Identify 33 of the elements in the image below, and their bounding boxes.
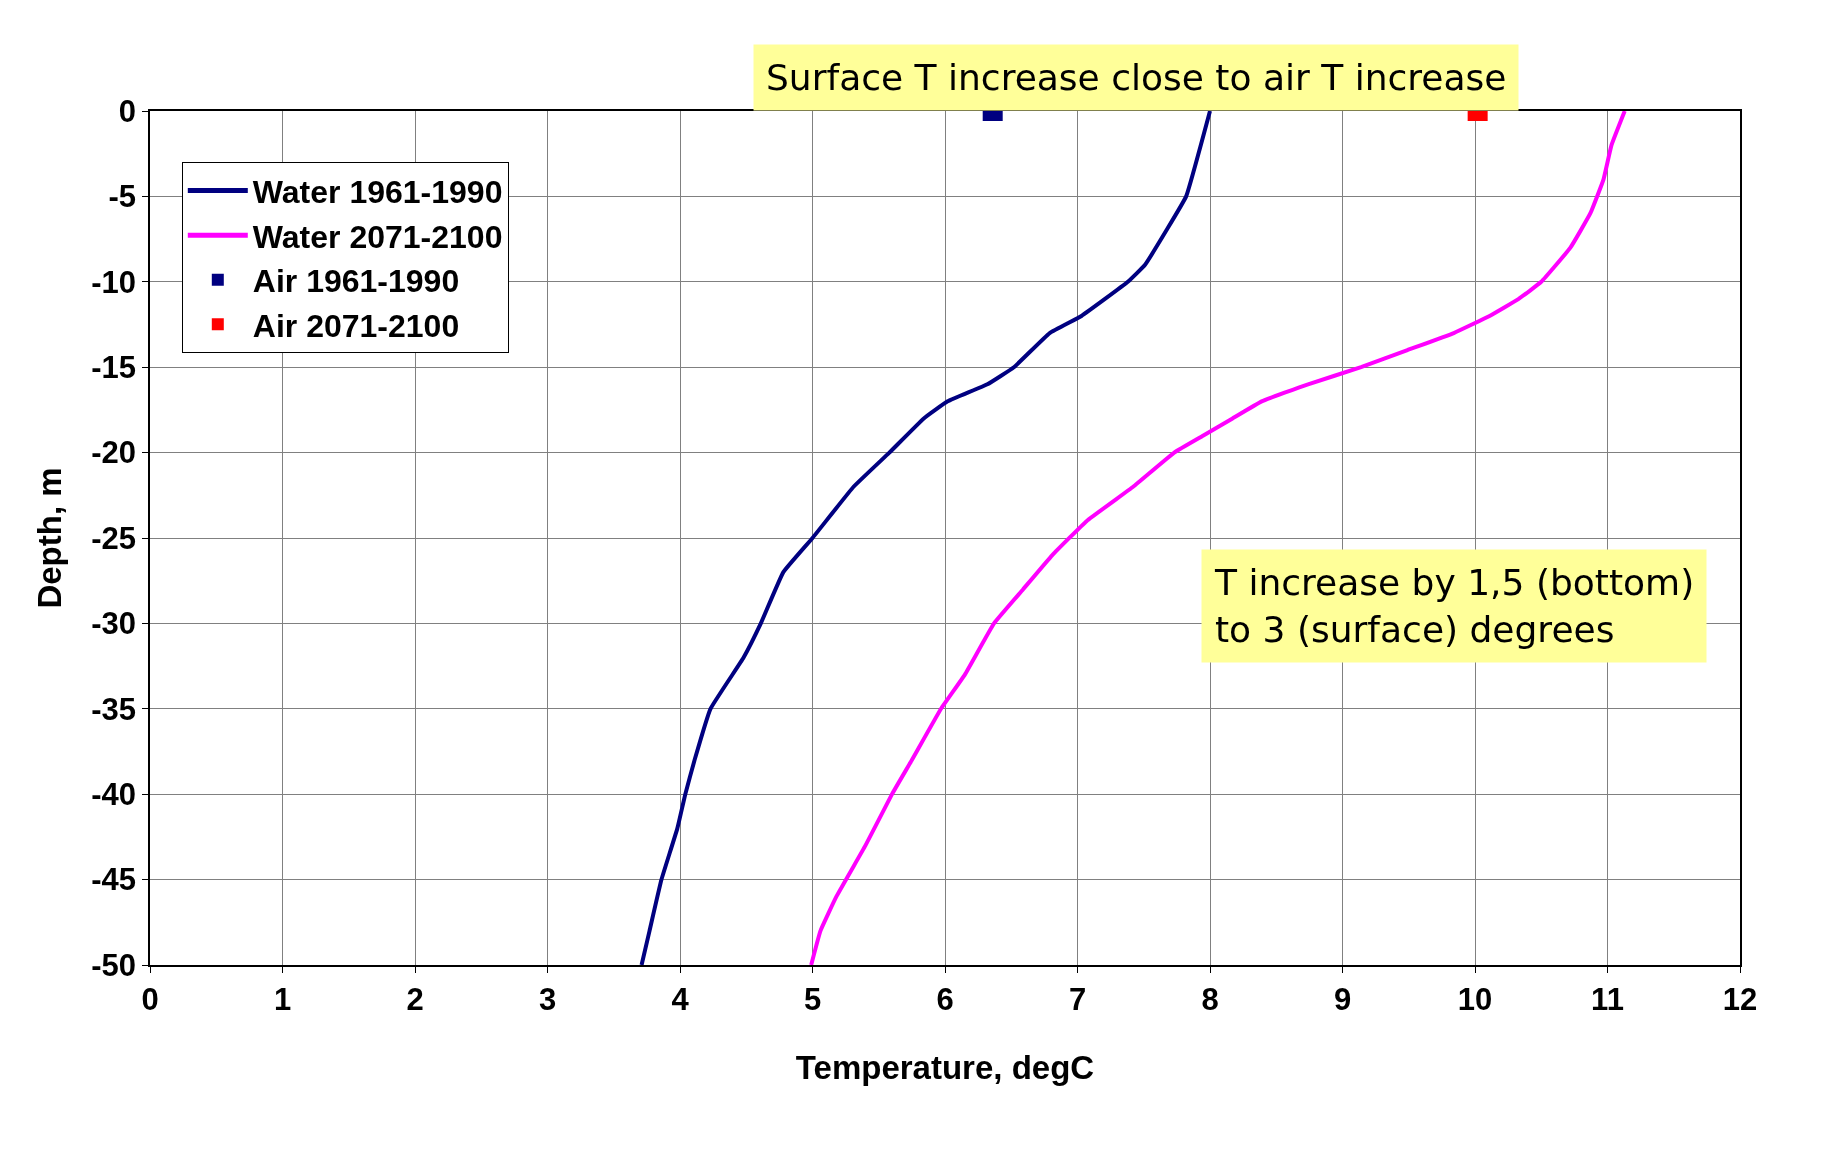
x-tick-label: 0 bbox=[141, 981, 159, 1017]
legend-label: Water 2071-2100 bbox=[252, 218, 503, 255]
y-tick-label: -45 bbox=[91, 862, 137, 898]
y-tick-label: -25 bbox=[91, 520, 137, 556]
y-tick-label: -35 bbox=[91, 691, 137, 727]
y-tick-label: -15 bbox=[91, 350, 137, 386]
x-tick-label: 3 bbox=[538, 981, 557, 1017]
y-tick-label: 0 bbox=[118, 93, 137, 129]
y-tick-label: -5 bbox=[108, 179, 137, 215]
x-tick-label: 1 bbox=[273, 981, 292, 1017]
x-tick-label: 2 bbox=[406, 981, 424, 1017]
x-tick-label: 12 bbox=[1722, 981, 1758, 1017]
line-series bbox=[639, 111, 1212, 965]
y-tick-label: -10 bbox=[91, 264, 137, 300]
x-tick-label: 8 bbox=[1201, 981, 1219, 1017]
y-tick-label: -30 bbox=[91, 606, 137, 642]
annotation: T increase by 1,5 (bottom) to 3 (surface) degrees bbox=[1214, 562, 1695, 650]
x-tick-label: 6 bbox=[936, 981, 954, 1017]
x-tick-label: 7 bbox=[1068, 981, 1087, 1017]
legend-label: Air 2071-2100 bbox=[252, 307, 460, 344]
y-tick-label: -40 bbox=[91, 777, 137, 813]
x-axis-title: Temperature, degC bbox=[795, 1049, 1095, 1087]
text: Surface T increase close to air T increase bbox=[766, 57, 1507, 98]
x-tick-label: 9 bbox=[1333, 981, 1352, 1017]
x-tick-label: 4 bbox=[671, 981, 690, 1017]
x-tick-label: 10 bbox=[1457, 981, 1493, 1017]
x-tick-label: 5 bbox=[803, 981, 822, 1017]
x-tick-label: 11 bbox=[1591, 981, 1624, 1017]
y-axis-title: Depth, m bbox=[30, 467, 68, 609]
legend-label: Air 1961-1990 bbox=[252, 263, 460, 300]
legend-label: Water 1961-1990 bbox=[252, 174, 503, 211]
y-tick-label: -20 bbox=[91, 435, 137, 471]
y-tick-label: -50 bbox=[91, 947, 137, 983]
